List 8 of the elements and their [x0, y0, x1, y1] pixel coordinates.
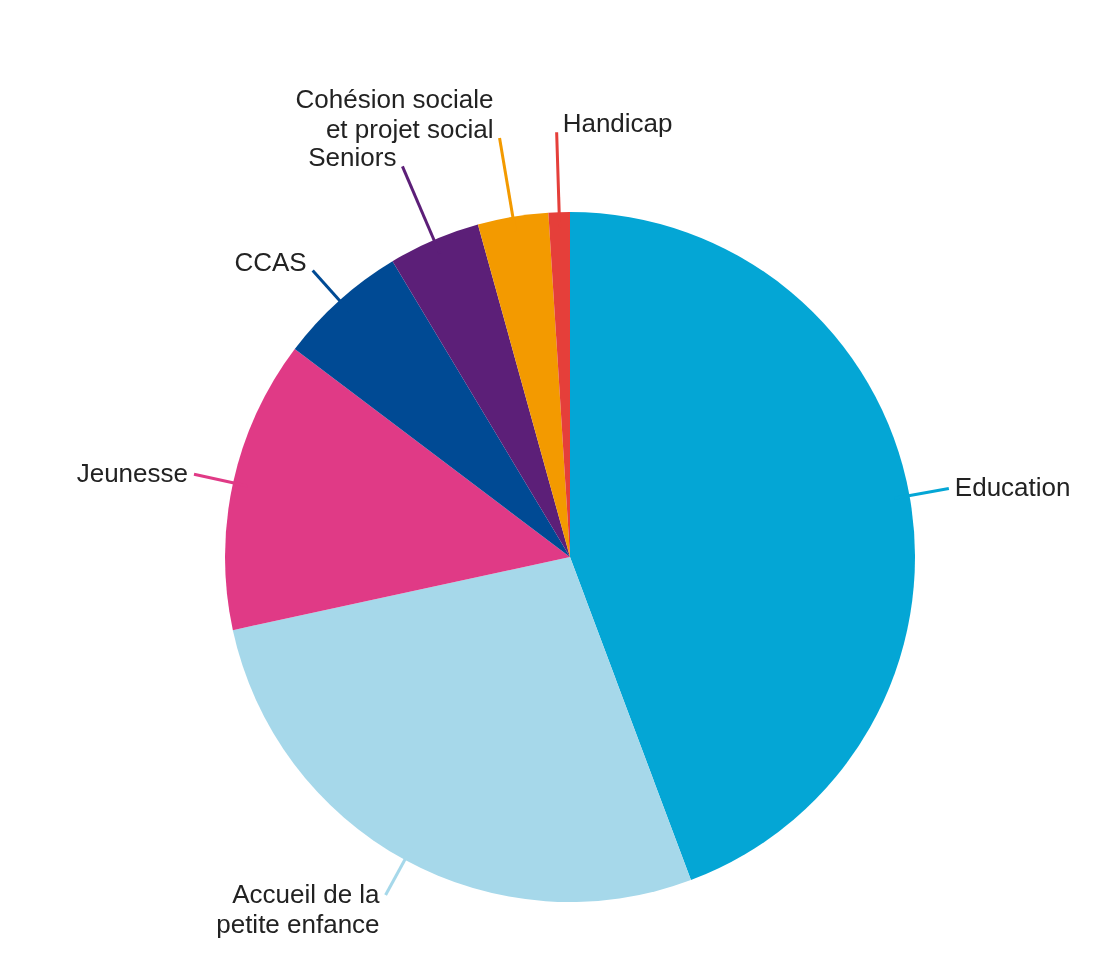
slice-label: Jeunesse	[76, 458, 189, 489]
slice-label: Cohésion sociale et projet social	[295, 83, 494, 144]
slice-label: Accueil de la petite enfance	[216, 878, 381, 939]
slice-label: CCAS	[234, 246, 307, 277]
slice-label: Seniors	[308, 142, 397, 173]
pie-slice	[232, 557, 691, 902]
slice-label: Handicap	[562, 108, 673, 139]
slice-label: Education	[954, 472, 1071, 503]
